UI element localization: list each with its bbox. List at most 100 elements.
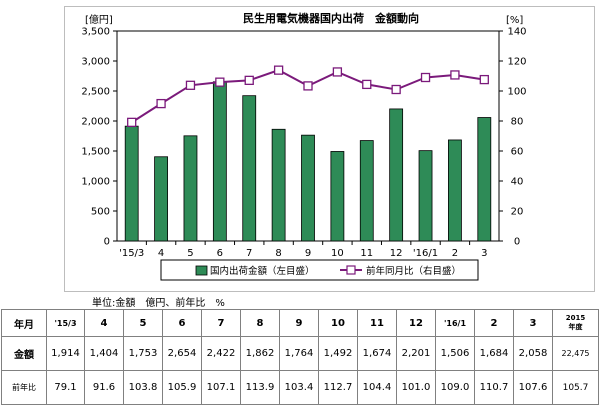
table-amount-cell: 1,492	[318, 336, 358, 371]
table-ratio-cell: 103.4	[279, 370, 319, 405]
table-ratio-cell: 113.9	[240, 370, 280, 405]
point-marker	[362, 79, 372, 90]
left-axis: 0 500 1,000 1,500 2,000 2,500 3,000 3,500	[81, 27, 117, 248]
table-amount-cell: 1,914	[46, 336, 85, 371]
table-ratio-cell: 91.6	[84, 370, 124, 405]
bar	[389, 108, 404, 242]
left-tick-label: 0	[104, 237, 110, 248]
x-tick-label: 4	[158, 248, 164, 259]
table-ratio-cell: 103.8	[123, 370, 163, 405]
point-marker	[479, 74, 489, 85]
point-marker	[420, 72, 431, 83]
table-ratio-label: 前年比	[1, 370, 47, 405]
table-month-cell: 3	[513, 309, 553, 337]
table-month-cell: 6	[162, 309, 202, 337]
left-tick-label: 2,500	[81, 87, 110, 98]
x-tick-label: 9	[305, 248, 311, 259]
chart-frame	[64, 6, 595, 292]
bar	[477, 117, 492, 242]
x-tick-label: 8	[275, 248, 281, 259]
y-left-unit: [億円]	[85, 13, 113, 26]
legend-bar-label: 国内出荷金額（左目盛）	[210, 265, 315, 277]
x-tick-label: 5	[187, 248, 193, 259]
table-month-cell: 10	[318, 309, 358, 337]
table-month-cell: 4	[84, 309, 124, 337]
table-month-cell: 11	[357, 309, 397, 337]
bar	[330, 151, 345, 242]
x-tick-label: 12	[390, 248, 403, 259]
table-ratio-cell: 107.1	[201, 370, 241, 405]
series-line	[131, 69, 485, 124]
left-tick-label: 3,500	[81, 27, 110, 38]
line-series	[127, 65, 489, 127]
point-marker	[273, 65, 284, 75]
data-table: 年月 '15/3 4 5 6 7 8 9 10 11 12'16/1 2 3 2015 年度 金額 1…	[1, 309, 599, 405]
table-amount-cell: 1,684	[474, 336, 514, 371]
table-month-cell: 2	[474, 309, 514, 337]
bar	[124, 125, 139, 242]
right-tick-label: 0	[514, 237, 520, 248]
table-ratio-cell: 107.6	[513, 370, 553, 405]
table-row-amount: 金額 1,914 1,404 1,753 2,654 2,422 1,862 1,764 1,…	[1, 336, 599, 371]
legend-box	[160, 259, 479, 281]
table-month-cell: 7	[201, 309, 241, 337]
table-ratio-cell: 101.0	[396, 370, 436, 405]
table-amount-cell: 1,674	[357, 336, 397, 371]
fy-label: 年度	[568, 323, 583, 331]
bar	[301, 134, 315, 242]
x-tick-label: 2	[452, 248, 458, 259]
bar	[242, 95, 257, 242]
left-tick-label: 1,500	[81, 147, 110, 158]
point-marker	[127, 117, 137, 127]
x-tick-label: 7	[246, 248, 252, 259]
table-month-cell: 12	[396, 309, 436, 337]
point-marker	[332, 67, 343, 77]
x-tick-label: 11	[360, 248, 373, 259]
table-amount-label: 金額	[1, 336, 47, 371]
bar	[212, 81, 227, 242]
right-tick-label: 80	[511, 117, 524, 128]
table-amount-cell: 2,058	[513, 336, 553, 371]
table-fy-ratio: 105.7	[552, 370, 599, 405]
legend-bar-swatch	[195, 265, 208, 276]
legend-line-marker	[346, 265, 356, 275]
bar	[359, 140, 374, 242]
right-tick-label: 120	[507, 57, 526, 68]
point-marker	[450, 70, 460, 80]
legend-line-label: 前年同月比（右目盛）	[366, 265, 461, 277]
unit-note: 単位:金額 億円、前年比 %	[92, 298, 225, 309]
point-marker	[185, 80, 196, 90]
x-tick-label: '15/3	[119, 248, 144, 259]
right-axis: 0 20 40 60 80 100 120 140	[499, 27, 527, 248]
point-marker	[215, 77, 225, 87]
table-ratio-cell: 109.0	[435, 370, 475, 405]
point-marker	[244, 75, 254, 85]
table-month-cell: 5	[123, 309, 163, 337]
right-tick-label: 20	[511, 207, 524, 218]
table-month-cell: '16/1	[435, 309, 475, 337]
right-tick-label: 40	[511, 177, 524, 188]
table-row-month: 年月 '15/3 4 5 6 7 8 9 10 11 12'16/1 2 3 2015 年度	[1, 309, 599, 337]
table-row-ratio: 前年比 79.1 91.6 103.8 105.9 107.1 113.9 103.4 112…	[1, 370, 599, 405]
legend: 国内出荷金額（左目盛） 前年同月比（右目盛）	[160, 259, 479, 281]
table-ratio-cell: 112.7	[318, 370, 358, 405]
right-tick-label: 100	[507, 87, 526, 98]
table-ratio-cell: 110.7	[474, 370, 514, 405]
bar	[271, 128, 286, 242]
point-marker	[303, 81, 313, 91]
table-amount-cell: 1,764	[279, 336, 319, 371]
table-fy-header: 2015 年度	[552, 309, 599, 337]
bar	[418, 150, 433, 242]
table-ratio-cell: 79.1	[46, 370, 85, 405]
left-tick-label: 500	[91, 207, 110, 218]
table-amount-cell: 1,753	[123, 336, 163, 371]
point-marker	[391, 84, 401, 95]
bar	[448, 139, 462, 242]
right-tick-label: 60	[511, 147, 524, 158]
table-month-cell: 9	[279, 309, 319, 337]
table-header-label: 年月	[1, 309, 47, 337]
chart-title: 民生用電気機器国内出荷 金額動向	[243, 11, 419, 25]
table-ratio-cell: 105.9	[162, 370, 202, 405]
table-amount-cell: 1,862	[240, 336, 280, 371]
table-fy-amount: 22,475	[552, 336, 599, 371]
